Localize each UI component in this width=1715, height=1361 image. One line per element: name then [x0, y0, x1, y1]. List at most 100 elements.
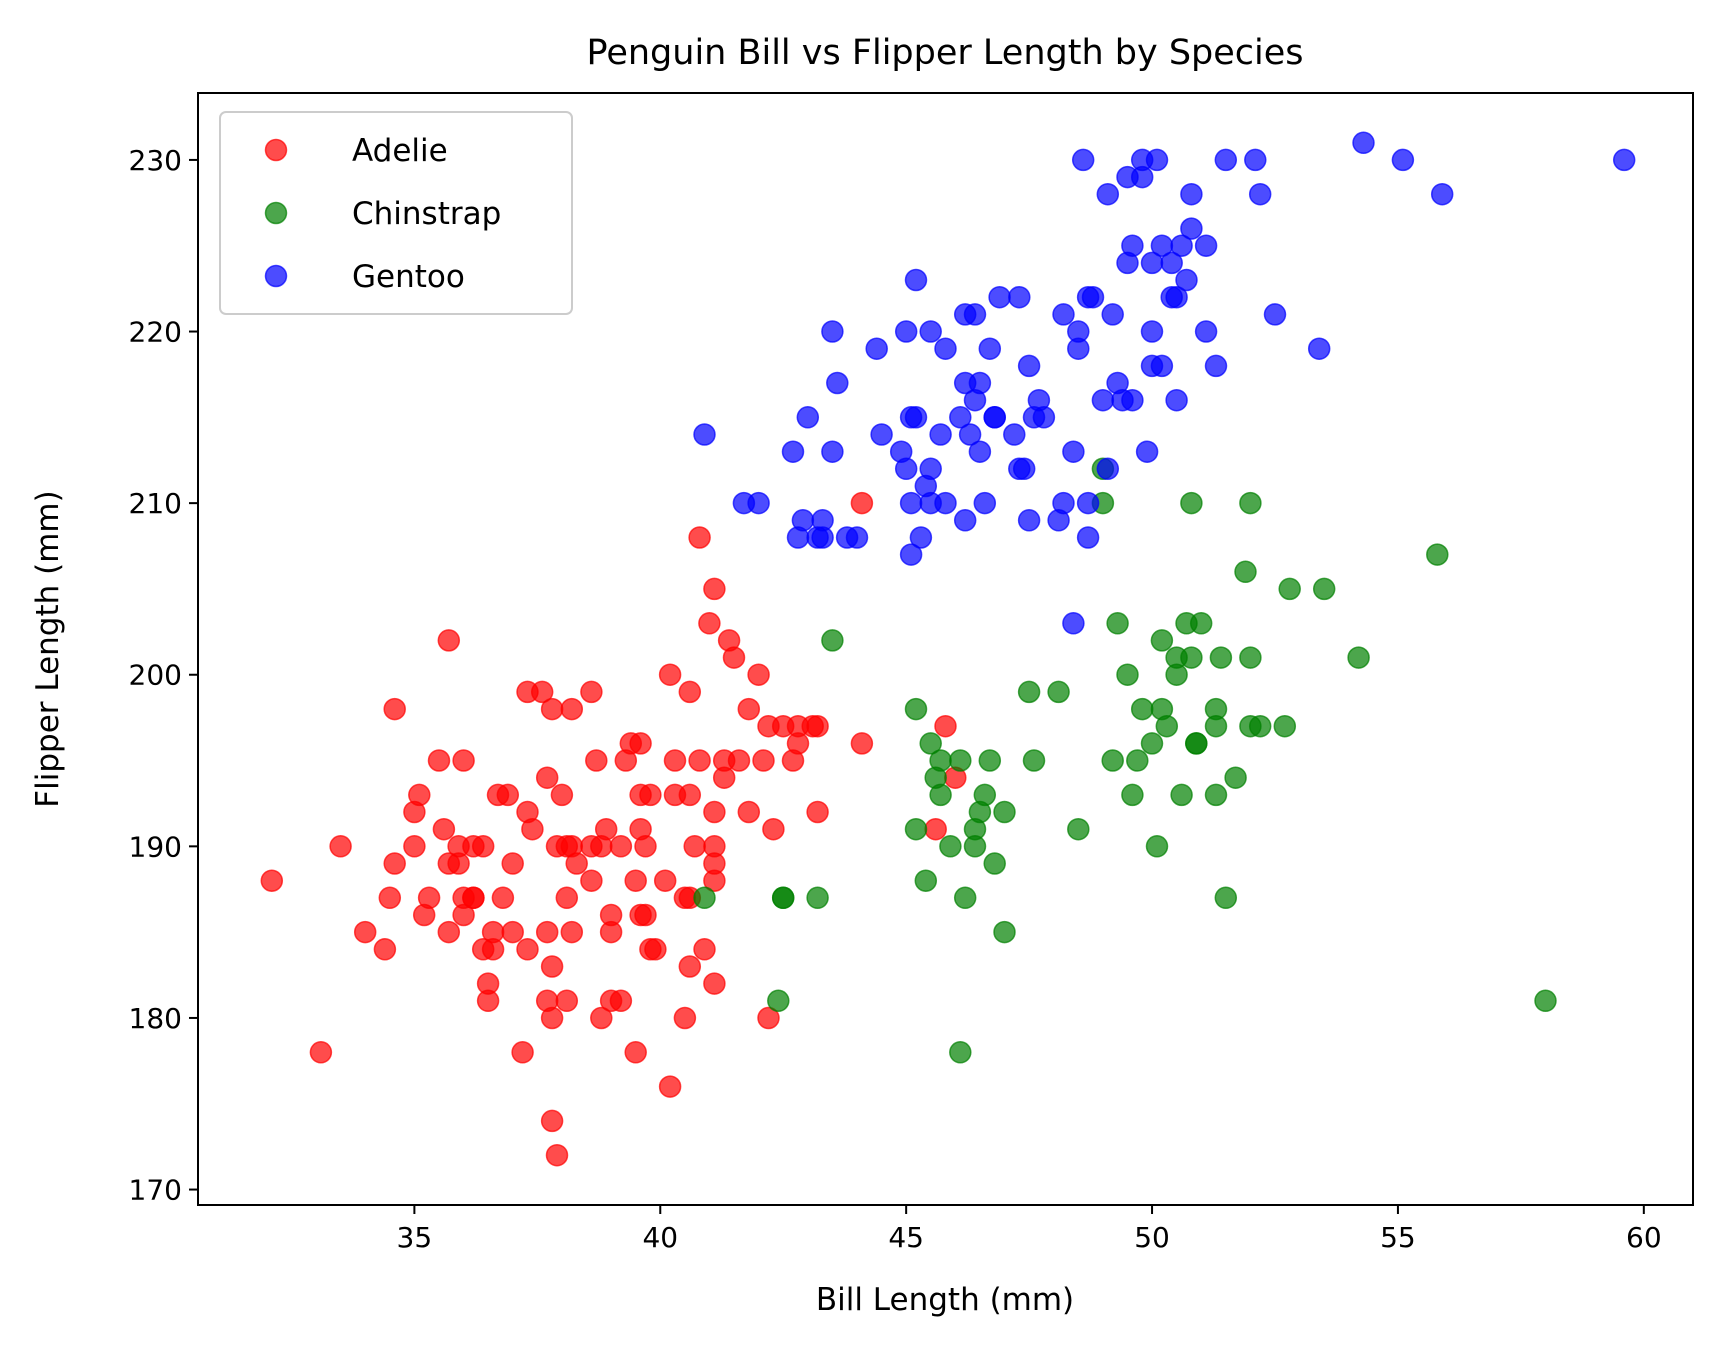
data-point [560, 697, 584, 721]
data-point [403, 835, 426, 858]
data-point [1067, 817, 1090, 841]
data-point [1352, 131, 1375, 155]
data-point [688, 526, 711, 549]
data-point [516, 938, 539, 961]
data-point [703, 835, 726, 858]
data-point [511, 1041, 534, 1064]
data-point [1312, 577, 1336, 601]
data-point [894, 457, 918, 481]
data-point [845, 526, 869, 549]
data-point [1204, 783, 1228, 807]
data-point [1430, 182, 1454, 206]
data-point [1140, 320, 1164, 343]
data-point [899, 491, 923, 515]
data-point [973, 783, 997, 807]
data-point [757, 1006, 780, 1030]
data-point [585, 749, 608, 772]
data-point [432, 817, 456, 841]
data-point [693, 938, 716, 961]
data-point [1135, 440, 1159, 463]
data-point [929, 423, 952, 446]
data-point [658, 1075, 682, 1098]
data-point [663, 749, 687, 772]
data-point [1204, 714, 1228, 738]
data-point [983, 406, 1006, 429]
data-point [1224, 766, 1247, 789]
data-point [919, 457, 942, 481]
data-point [535, 766, 559, 789]
data-point [899, 543, 923, 566]
data-point [560, 920, 584, 944]
data-point [1121, 388, 1144, 412]
data-point [771, 886, 795, 910]
legend-marker [264, 201, 288, 225]
data-point [476, 972, 500, 995]
data-point [1165, 285, 1188, 309]
data-point [383, 697, 406, 721]
data-point [590, 1006, 613, 1030]
data-point [1209, 646, 1233, 669]
data-point [1067, 320, 1090, 343]
data-point [427, 749, 451, 772]
data-point [678, 783, 702, 807]
y-tick-label: 230 [129, 144, 182, 177]
data-point [378, 886, 402, 910]
data-point [1062, 612, 1085, 635]
data-point [624, 869, 647, 892]
data-point [1140, 732, 1164, 755]
data-point [555, 989, 579, 1013]
data-point [634, 835, 657, 858]
data-point [501, 852, 524, 875]
data-point [1003, 423, 1026, 446]
data-point [924, 817, 947, 841]
data-point [1008, 285, 1031, 309]
data-point [904, 406, 928, 429]
data-point [550, 783, 574, 807]
x-tick-label: 45 [888, 1221, 924, 1254]
data-point [993, 800, 1016, 824]
data-point [909, 526, 933, 549]
data-point [1047, 680, 1070, 704]
series-chinstrap [693, 457, 1557, 1064]
data-point [688, 749, 711, 772]
data-point [535, 920, 559, 944]
data-point [821, 629, 844, 652]
legend-marker [264, 264, 288, 288]
data-point [1391, 148, 1415, 172]
data-point [1239, 646, 1262, 669]
x-tick-label: 50 [1134, 1221, 1170, 1254]
data-point [1612, 148, 1636, 172]
data-point [634, 903, 657, 927]
data-point [1189, 612, 1213, 635]
data-point [530, 680, 554, 704]
data-point [1017, 680, 1041, 704]
data-point [978, 337, 1002, 360]
data-point [1150, 354, 1174, 378]
data-point [781, 440, 805, 463]
data-point [609, 835, 633, 858]
data-point [806, 886, 829, 910]
x-tick-label: 35 [397, 1221, 433, 1254]
data-point [1062, 440, 1085, 463]
data-point [481, 938, 505, 961]
data-point [929, 783, 952, 807]
legend: Adelie Chinstrap Gentoo [219, 111, 573, 315]
data-point [747, 491, 770, 515]
data-point [1534, 989, 1557, 1013]
data-point [806, 800, 829, 824]
data-point [865, 337, 888, 360]
data-point [353, 920, 377, 944]
data-point [953, 509, 977, 532]
data-point [565, 852, 588, 875]
x-tick-label: 55 [1380, 1221, 1416, 1254]
data-point [747, 663, 770, 686]
data-point [658, 663, 682, 686]
data-point [963, 835, 987, 858]
data-point [973, 491, 997, 515]
data-point [870, 423, 893, 446]
data-point [850, 732, 874, 755]
y-tick-label: 180 [129, 1002, 182, 1035]
data-point [1234, 560, 1257, 584]
data-point [629, 732, 652, 755]
data-point [1017, 354, 1041, 378]
